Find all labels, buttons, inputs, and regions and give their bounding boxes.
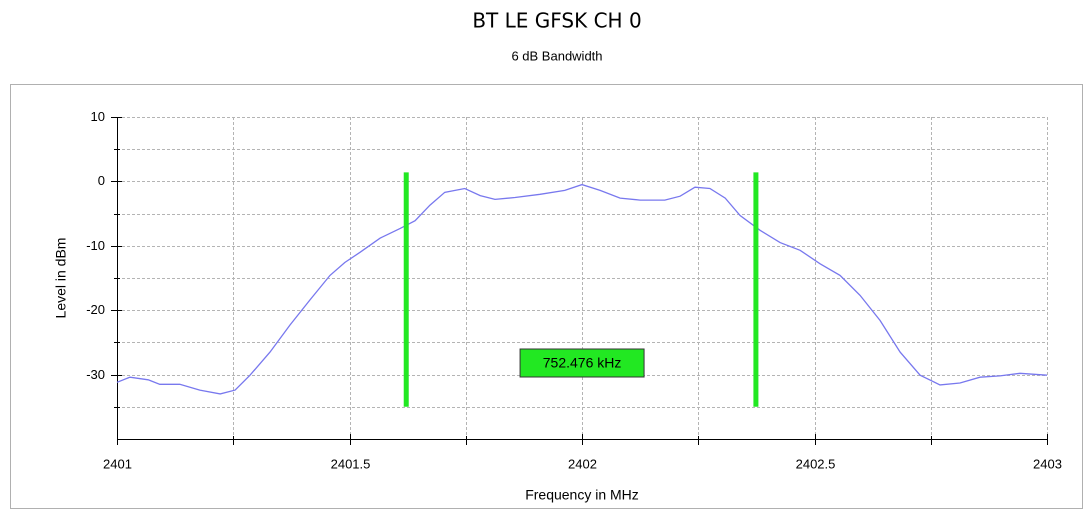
y-tick-label: -20 xyxy=(86,302,105,317)
chart-title: BT LE GFSK CH 0 xyxy=(472,9,641,33)
bandwidth-label: 752.476 kHz xyxy=(543,355,622,371)
x-axis-label: Frequency in MHz xyxy=(525,487,639,503)
chart-frame xyxy=(10,84,1083,509)
y-tick-label: 0 xyxy=(98,173,105,188)
x-tick-label: 2401.5 xyxy=(331,456,371,471)
bandwidth-label-box xyxy=(519,348,645,378)
trace xyxy=(116,183,1048,395)
y-tick-label: -10 xyxy=(86,238,105,253)
y-tick-label: 10 xyxy=(91,109,105,124)
x-tick-label: 2402 xyxy=(568,456,597,471)
y-axis-label: Level in dBm xyxy=(53,238,69,319)
y-tick-label: -30 xyxy=(86,367,105,382)
x-tick-label: 2403 xyxy=(1033,456,1062,471)
x-tick-label: 2401 xyxy=(103,456,132,471)
x-tick-label: 2402.5 xyxy=(796,456,836,471)
chart-subtitle: 6 dB Bandwidth xyxy=(511,48,602,63)
